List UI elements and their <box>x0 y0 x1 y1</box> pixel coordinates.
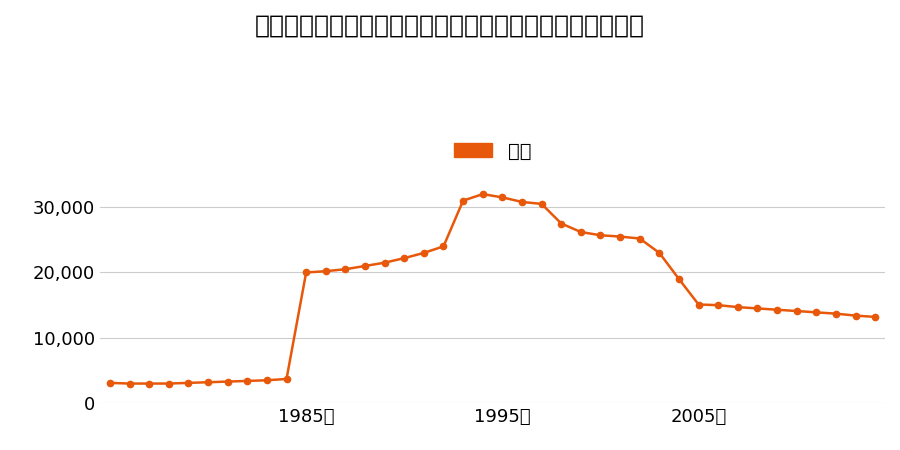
価格 <box>379 260 390 265</box>
価格 <box>752 306 763 311</box>
価格 <box>536 201 547 207</box>
価格 <box>850 313 861 318</box>
価格 <box>124 381 135 386</box>
価格 <box>831 311 842 316</box>
価格 <box>693 302 704 307</box>
価格 <box>575 230 586 235</box>
価格 <box>654 250 665 256</box>
価格 <box>595 233 606 238</box>
価格 <box>281 376 292 382</box>
Line: 価格: 価格 <box>107 191 878 387</box>
価格 <box>183 380 194 386</box>
価格 <box>399 256 410 261</box>
価格 <box>320 269 331 274</box>
Legend: 価格: 価格 <box>446 134 539 168</box>
価格 <box>222 379 233 384</box>
価格 <box>418 250 429 256</box>
価格 <box>458 198 469 203</box>
価格 <box>615 234 626 239</box>
価格 <box>869 314 880 319</box>
価格 <box>556 221 567 226</box>
価格 <box>517 199 527 205</box>
価格 <box>262 378 273 383</box>
価格 <box>104 380 115 386</box>
価格 <box>164 381 175 386</box>
価格 <box>713 302 724 308</box>
価格 <box>673 276 684 282</box>
価格 <box>733 304 743 310</box>
価格 <box>144 381 155 386</box>
価格 <box>301 270 311 275</box>
価格 <box>360 263 371 269</box>
価格 <box>497 195 508 200</box>
価格 <box>477 191 488 197</box>
価格 <box>791 308 802 314</box>
価格 <box>340 266 351 272</box>
価格 <box>811 310 822 315</box>
価格 <box>771 307 782 312</box>
価格 <box>202 379 213 385</box>
価格 <box>438 243 449 249</box>
価格 <box>242 378 253 384</box>
Text: 滋賀県蒲生郡日野町大字蔵王字林ノ尻５１０番の地価推移: 滋賀県蒲生郡日野町大字蔵王字林ノ尻５１０番の地価推移 <box>255 14 645 37</box>
価格 <box>634 236 645 241</box>
